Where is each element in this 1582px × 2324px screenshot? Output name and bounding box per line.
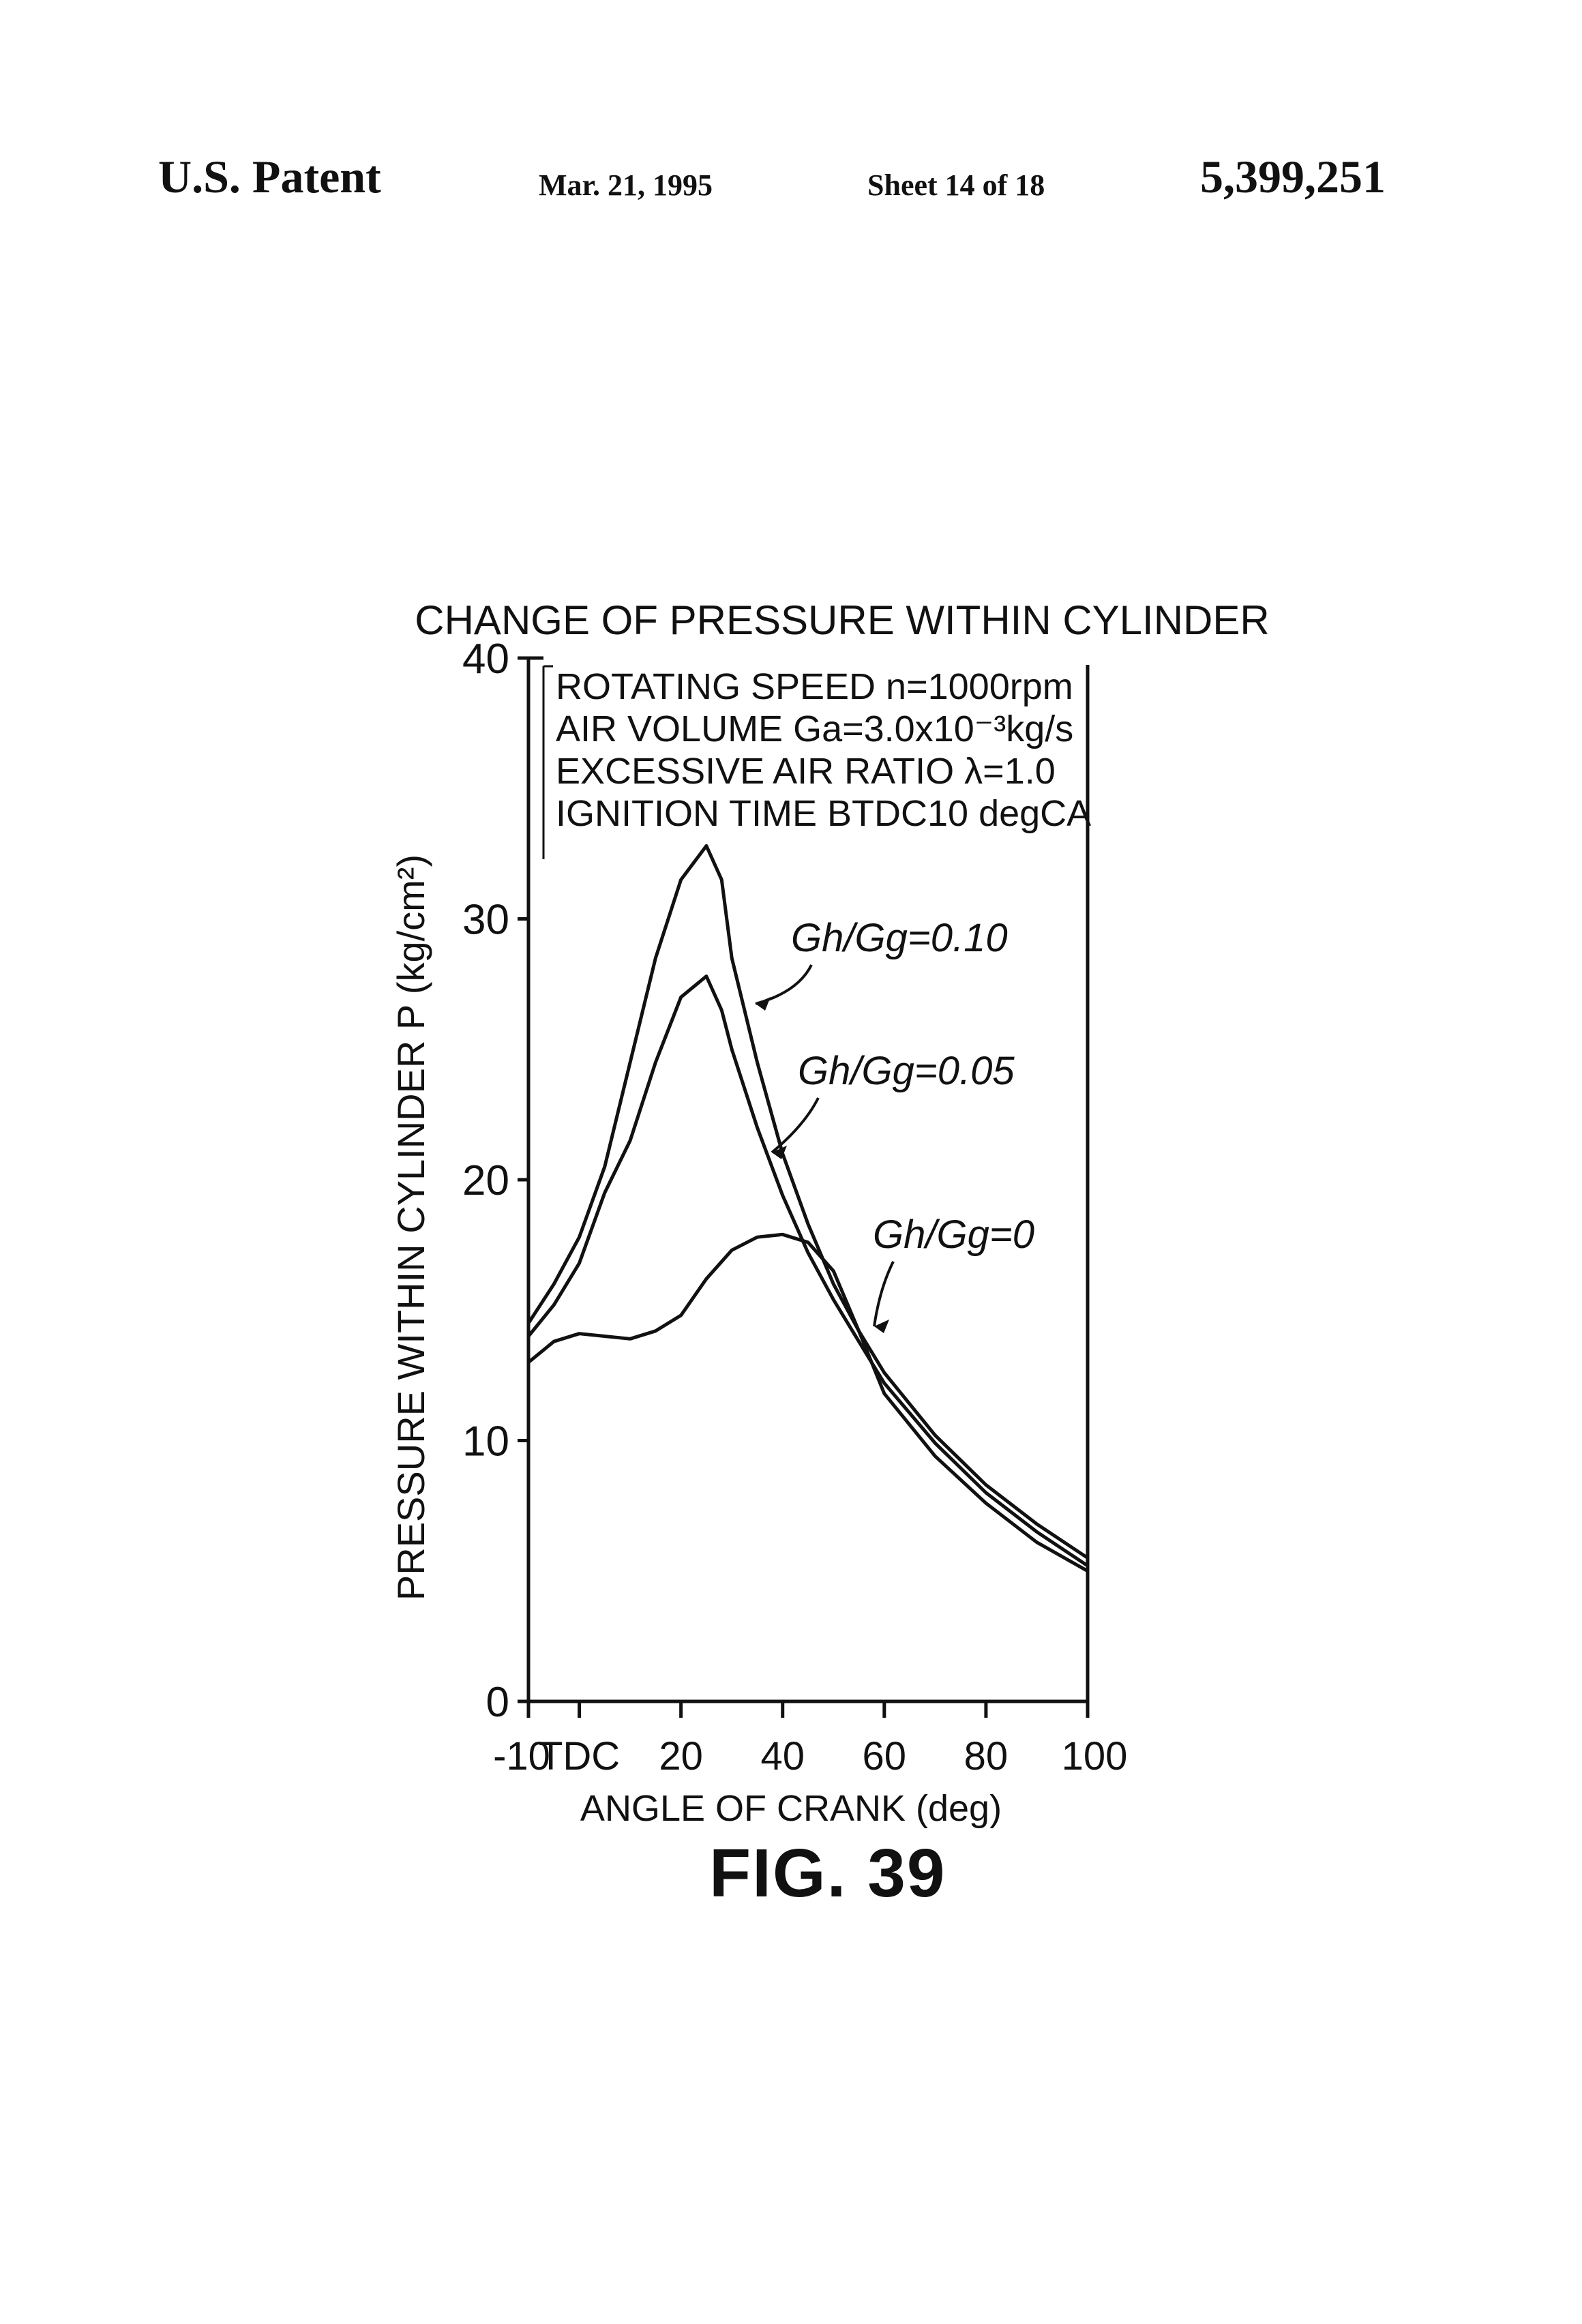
y-tick-label: 10	[462, 1418, 509, 1465]
y-tick-label: 20	[462, 1157, 509, 1204]
y-axis-label: PRESSURE WITHIN CYLINDER P (kg/cm²)	[389, 854, 432, 1600]
x-tick-label: 40	[760, 1734, 805, 1778]
series-label: Gh/Gg=0.10	[791, 916, 1008, 960]
series-label: Gh/Gg=0	[873, 1212, 1034, 1257]
leader-arrowhead	[874, 1320, 889, 1333]
series-labels: Gh/Gg=0.10 Gh/Gg=0.05 Gh/Gg=0	[756, 916, 1034, 1333]
figure-label: FIG. 39	[709, 1834, 946, 1913]
y-tick-label: 40	[462, 636, 509, 683]
condition-line: ROTATING SPEED n=1000rpm	[556, 666, 1073, 707]
condition-line: EXCESSIVE AIR RATIO λ=1.0	[556, 751, 1056, 792]
x-tick-label: 60	[863, 1734, 907, 1778]
x-tick-label: TDC	[539, 1734, 620, 1778]
leader-arrowhead	[756, 997, 771, 1011]
condition-line: IGNITION TIME BTDC10 degCA	[556, 793, 1091, 834]
y-axis-ticks: 0 10 20 30 40	[462, 636, 528, 1726]
y-tick-label: 0	[486, 1679, 509, 1726]
x-tick-label: 80	[964, 1734, 1009, 1778]
chart-title: CHANGE OF PRESSURE WITHIN CYLINDER	[415, 597, 1269, 643]
leader-line	[874, 1262, 893, 1326]
x-axis-label: ANGLE OF CRANK (deg)	[580, 1788, 1002, 1829]
test-conditions-box: ROTATING SPEED n=1000rpmAIR VOLUME Ga=3.…	[556, 666, 1091, 834]
x-axis-ticks: -10TDC20406080100	[493, 1701, 1127, 1778]
leader-line	[756, 965, 811, 1004]
series-line	[528, 1234, 1088, 1571]
x-tick-label: 20	[659, 1734, 703, 1778]
condition-line: AIR VOLUME Ga=3.0x10⁻³kg/s	[556, 709, 1073, 749]
y-tick-label: 30	[462, 897, 509, 944]
series-label: Gh/Gg=0.05	[798, 1049, 1015, 1093]
x-tick-label: 100	[1062, 1734, 1128, 1778]
